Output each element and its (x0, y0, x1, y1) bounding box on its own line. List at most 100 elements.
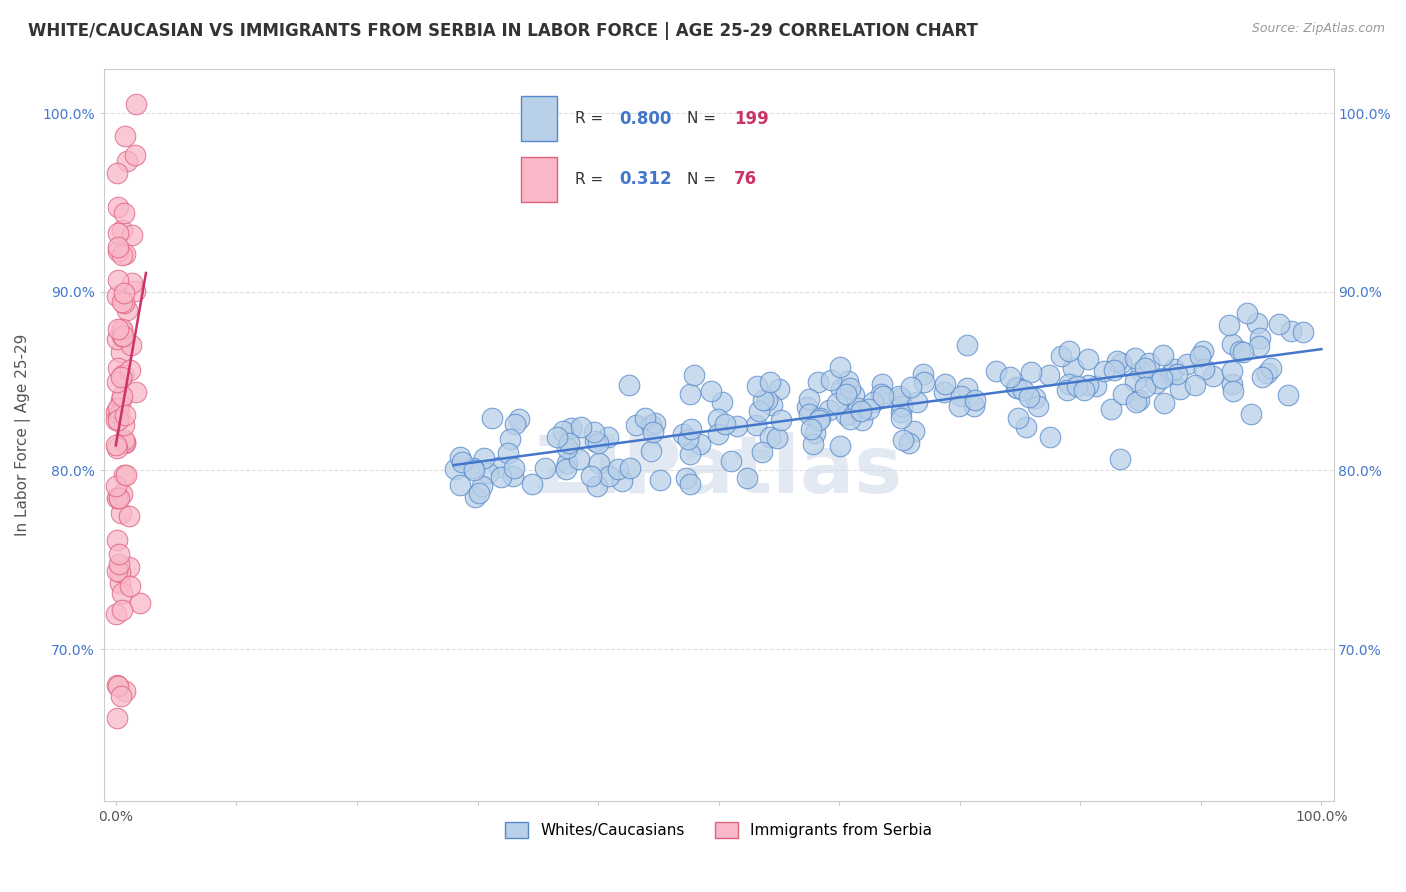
Point (842, 388, 865, 402)
Point (107, 490, 129, 504)
Point (105, 479, 128, 493)
Point (644, 416, 666, 430)
Point (463, 461, 485, 475)
Point (825, 396, 848, 410)
Point (115, 154, 138, 169)
Point (110, 370, 132, 384)
Point (1137, 356, 1160, 370)
Point (745, 378, 768, 392)
Point (891, 399, 914, 413)
Point (617, 377, 640, 392)
Point (890, 411, 912, 425)
Point (689, 437, 711, 451)
Point (503, 460, 526, 475)
Point (503, 417, 526, 431)
Point (1109, 356, 1132, 370)
Point (1026, 399, 1049, 413)
Point (105, 165, 128, 179)
Point (114, 683, 136, 698)
Point (759, 430, 782, 444)
Point (986, 364, 1008, 378)
Point (489, 469, 512, 483)
Point (107, 244, 129, 258)
Point (583, 425, 606, 439)
Point (110, 506, 132, 520)
Point (1218, 318, 1240, 332)
Point (830, 440, 852, 454)
Point (1011, 383, 1033, 397)
Point (640, 418, 662, 433)
Point (107, 226, 129, 240)
Point (769, 413, 792, 427)
Point (956, 338, 979, 352)
Point (837, 374, 859, 388)
Point (107, 200, 129, 214)
Point (804, 426, 827, 441)
Point (949, 388, 972, 402)
Point (1260, 361, 1282, 376)
Point (1184, 377, 1206, 392)
Point (1099, 402, 1122, 417)
Point (1007, 381, 1029, 395)
Point (111, 324, 134, 338)
Point (817, 403, 839, 417)
Point (838, 412, 860, 426)
Point (1019, 365, 1042, 379)
Point (619, 461, 641, 475)
Point (488, 460, 510, 475)
Point (934, 376, 956, 391)
Point (1152, 348, 1174, 362)
Point (110, 565, 132, 579)
Point (801, 436, 824, 450)
Point (766, 431, 789, 445)
Point (579, 469, 602, 483)
Point (1056, 383, 1078, 397)
Point (1125, 394, 1147, 409)
Point (1292, 325, 1315, 339)
Point (911, 368, 934, 382)
Point (711, 395, 734, 409)
Point (748, 404, 770, 418)
Point (838, 381, 860, 395)
Point (998, 369, 1021, 384)
Point (534, 460, 557, 475)
Point (679, 477, 702, 491)
Point (872, 389, 894, 403)
Point (598, 469, 620, 483)
Point (110, 689, 132, 703)
Point (111, 389, 134, 403)
Point (112, 468, 135, 483)
Point (1168, 383, 1191, 397)
Point (1123, 374, 1146, 388)
Point (105, 289, 128, 303)
Point (932, 385, 955, 400)
Point (1256, 366, 1278, 380)
Point (120, 338, 142, 352)
Point (683, 368, 706, 383)
Point (107, 361, 129, 376)
Point (477, 466, 499, 480)
Point (463, 463, 485, 477)
Point (551, 424, 574, 438)
Point (725, 419, 748, 434)
Point (105, 413, 128, 427)
Point (1057, 376, 1080, 391)
Point (124, 148, 146, 162)
Point (508, 412, 530, 426)
Point (557, 456, 579, 470)
Point (502, 469, 524, 483)
Point (125, 384, 148, 399)
Point (720, 454, 742, 468)
Point (758, 375, 780, 389)
Point (706, 427, 728, 442)
Point (903, 424, 925, 438)
Legend: Whites/Caucasians, Immigrants from Serbia: Whites/Caucasians, Immigrants from Serbi… (499, 816, 938, 845)
Point (110, 345, 132, 359)
Point (1166, 367, 1188, 381)
Point (1133, 361, 1156, 376)
Point (962, 399, 984, 413)
Point (1144, 376, 1167, 390)
Point (835, 409, 858, 423)
Point (1125, 351, 1147, 365)
Point (107, 491, 129, 506)
